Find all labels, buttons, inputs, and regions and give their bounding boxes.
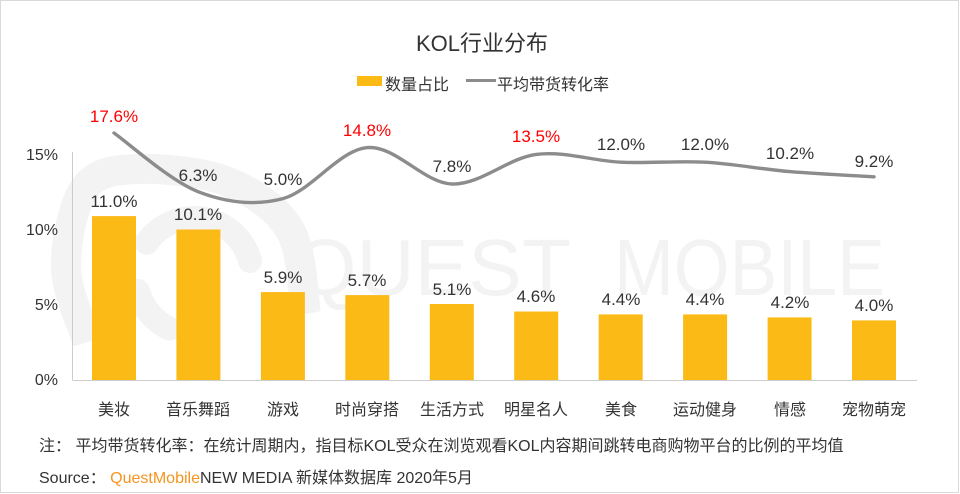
svg-text:QUEST: QUEST	[294, 223, 571, 312]
svg-text:MOBILE: MOBILE	[614, 223, 885, 312]
